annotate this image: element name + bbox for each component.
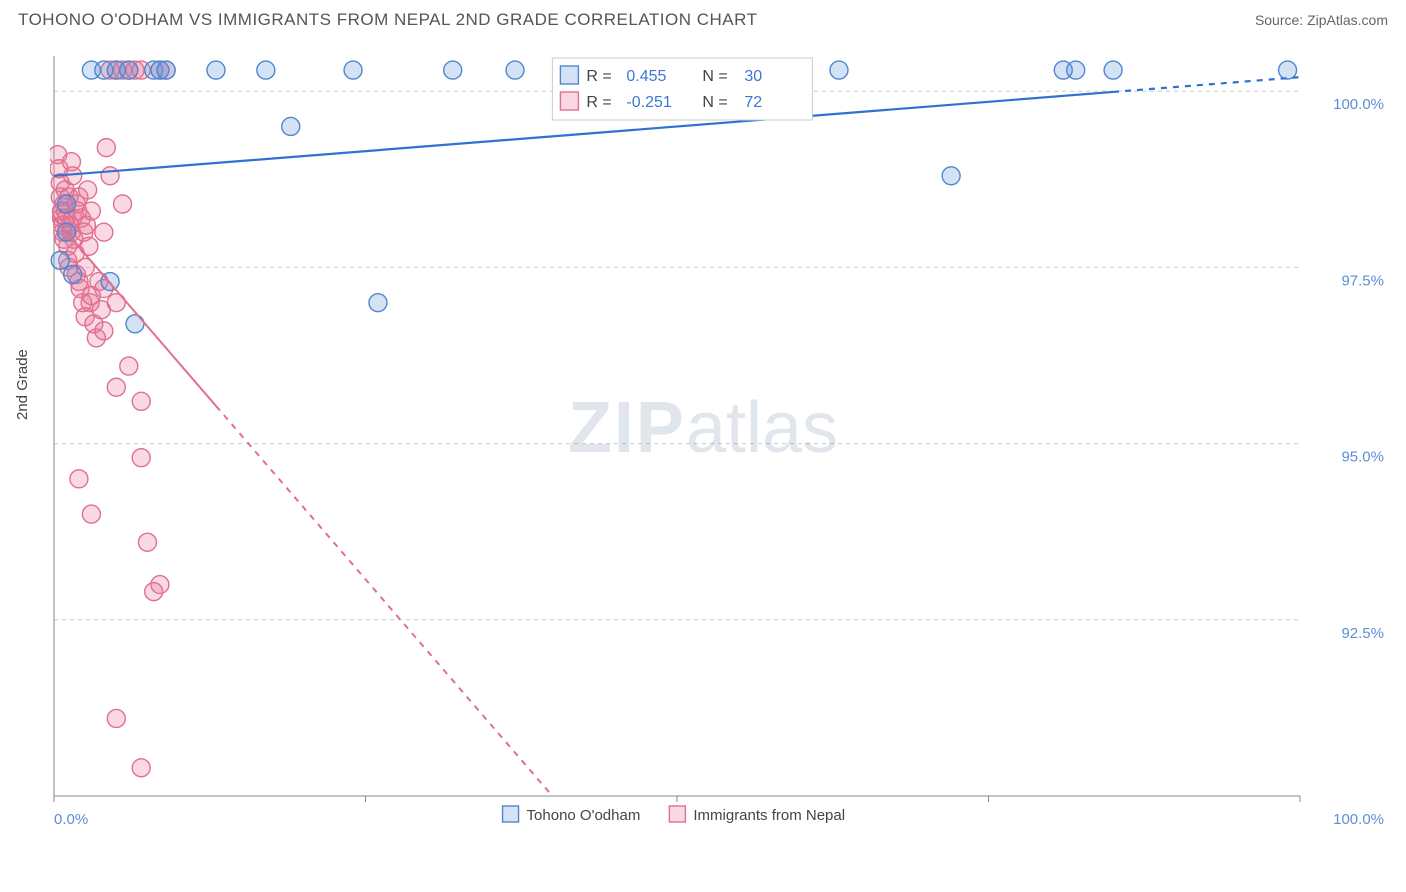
- svg-text:0.0%: 0.0%: [54, 811, 88, 828]
- svg-text:Immigrants from Nepal: Immigrants from Nepal: [693, 807, 845, 824]
- y-axis-label: 2nd Grade: [14, 349, 31, 420]
- chart-title: TOHONO O'ODHAM VS IMMIGRANTS FROM NEPAL …: [18, 10, 757, 30]
- svg-text:N =: N =: [702, 94, 727, 111]
- svg-text:92.5%: 92.5%: [1341, 625, 1384, 642]
- scatter-chart-svg: 92.5% 95.0% 97.5% 100.0% 0.0% 100.0% Tohono O'…: [50, 48, 1390, 838]
- plot-area: 92.5% 95.0% 97.5% 100.0% 0.0% 100.0% Tohono O'…: [50, 48, 1390, 838]
- svg-text:95.0%: 95.0%: [1341, 449, 1384, 466]
- svg-text:97.5%: 97.5%: [1341, 272, 1384, 289]
- svg-text:0.455: 0.455: [626, 68, 666, 85]
- svg-text:R =: R =: [586, 68, 611, 85]
- svg-text:N =: N =: [702, 68, 727, 85]
- source-label: Source: ZipAtlas.com: [1255, 12, 1388, 28]
- svg-text:100.0%: 100.0%: [1333, 811, 1384, 828]
- svg-text:-0.251: -0.251: [626, 94, 671, 111]
- title-bar: TOHONO O'ODHAM VS IMMIGRANTS FROM NEPAL …: [0, 0, 1406, 36]
- svg-text:R =: R =: [586, 94, 611, 111]
- svg-text:72: 72: [744, 94, 762, 111]
- svg-text:30: 30: [744, 68, 762, 85]
- svg-text:Tohono O'odham: Tohono O'odham: [527, 807, 641, 824]
- svg-text:100.0%: 100.0%: [1333, 96, 1384, 113]
